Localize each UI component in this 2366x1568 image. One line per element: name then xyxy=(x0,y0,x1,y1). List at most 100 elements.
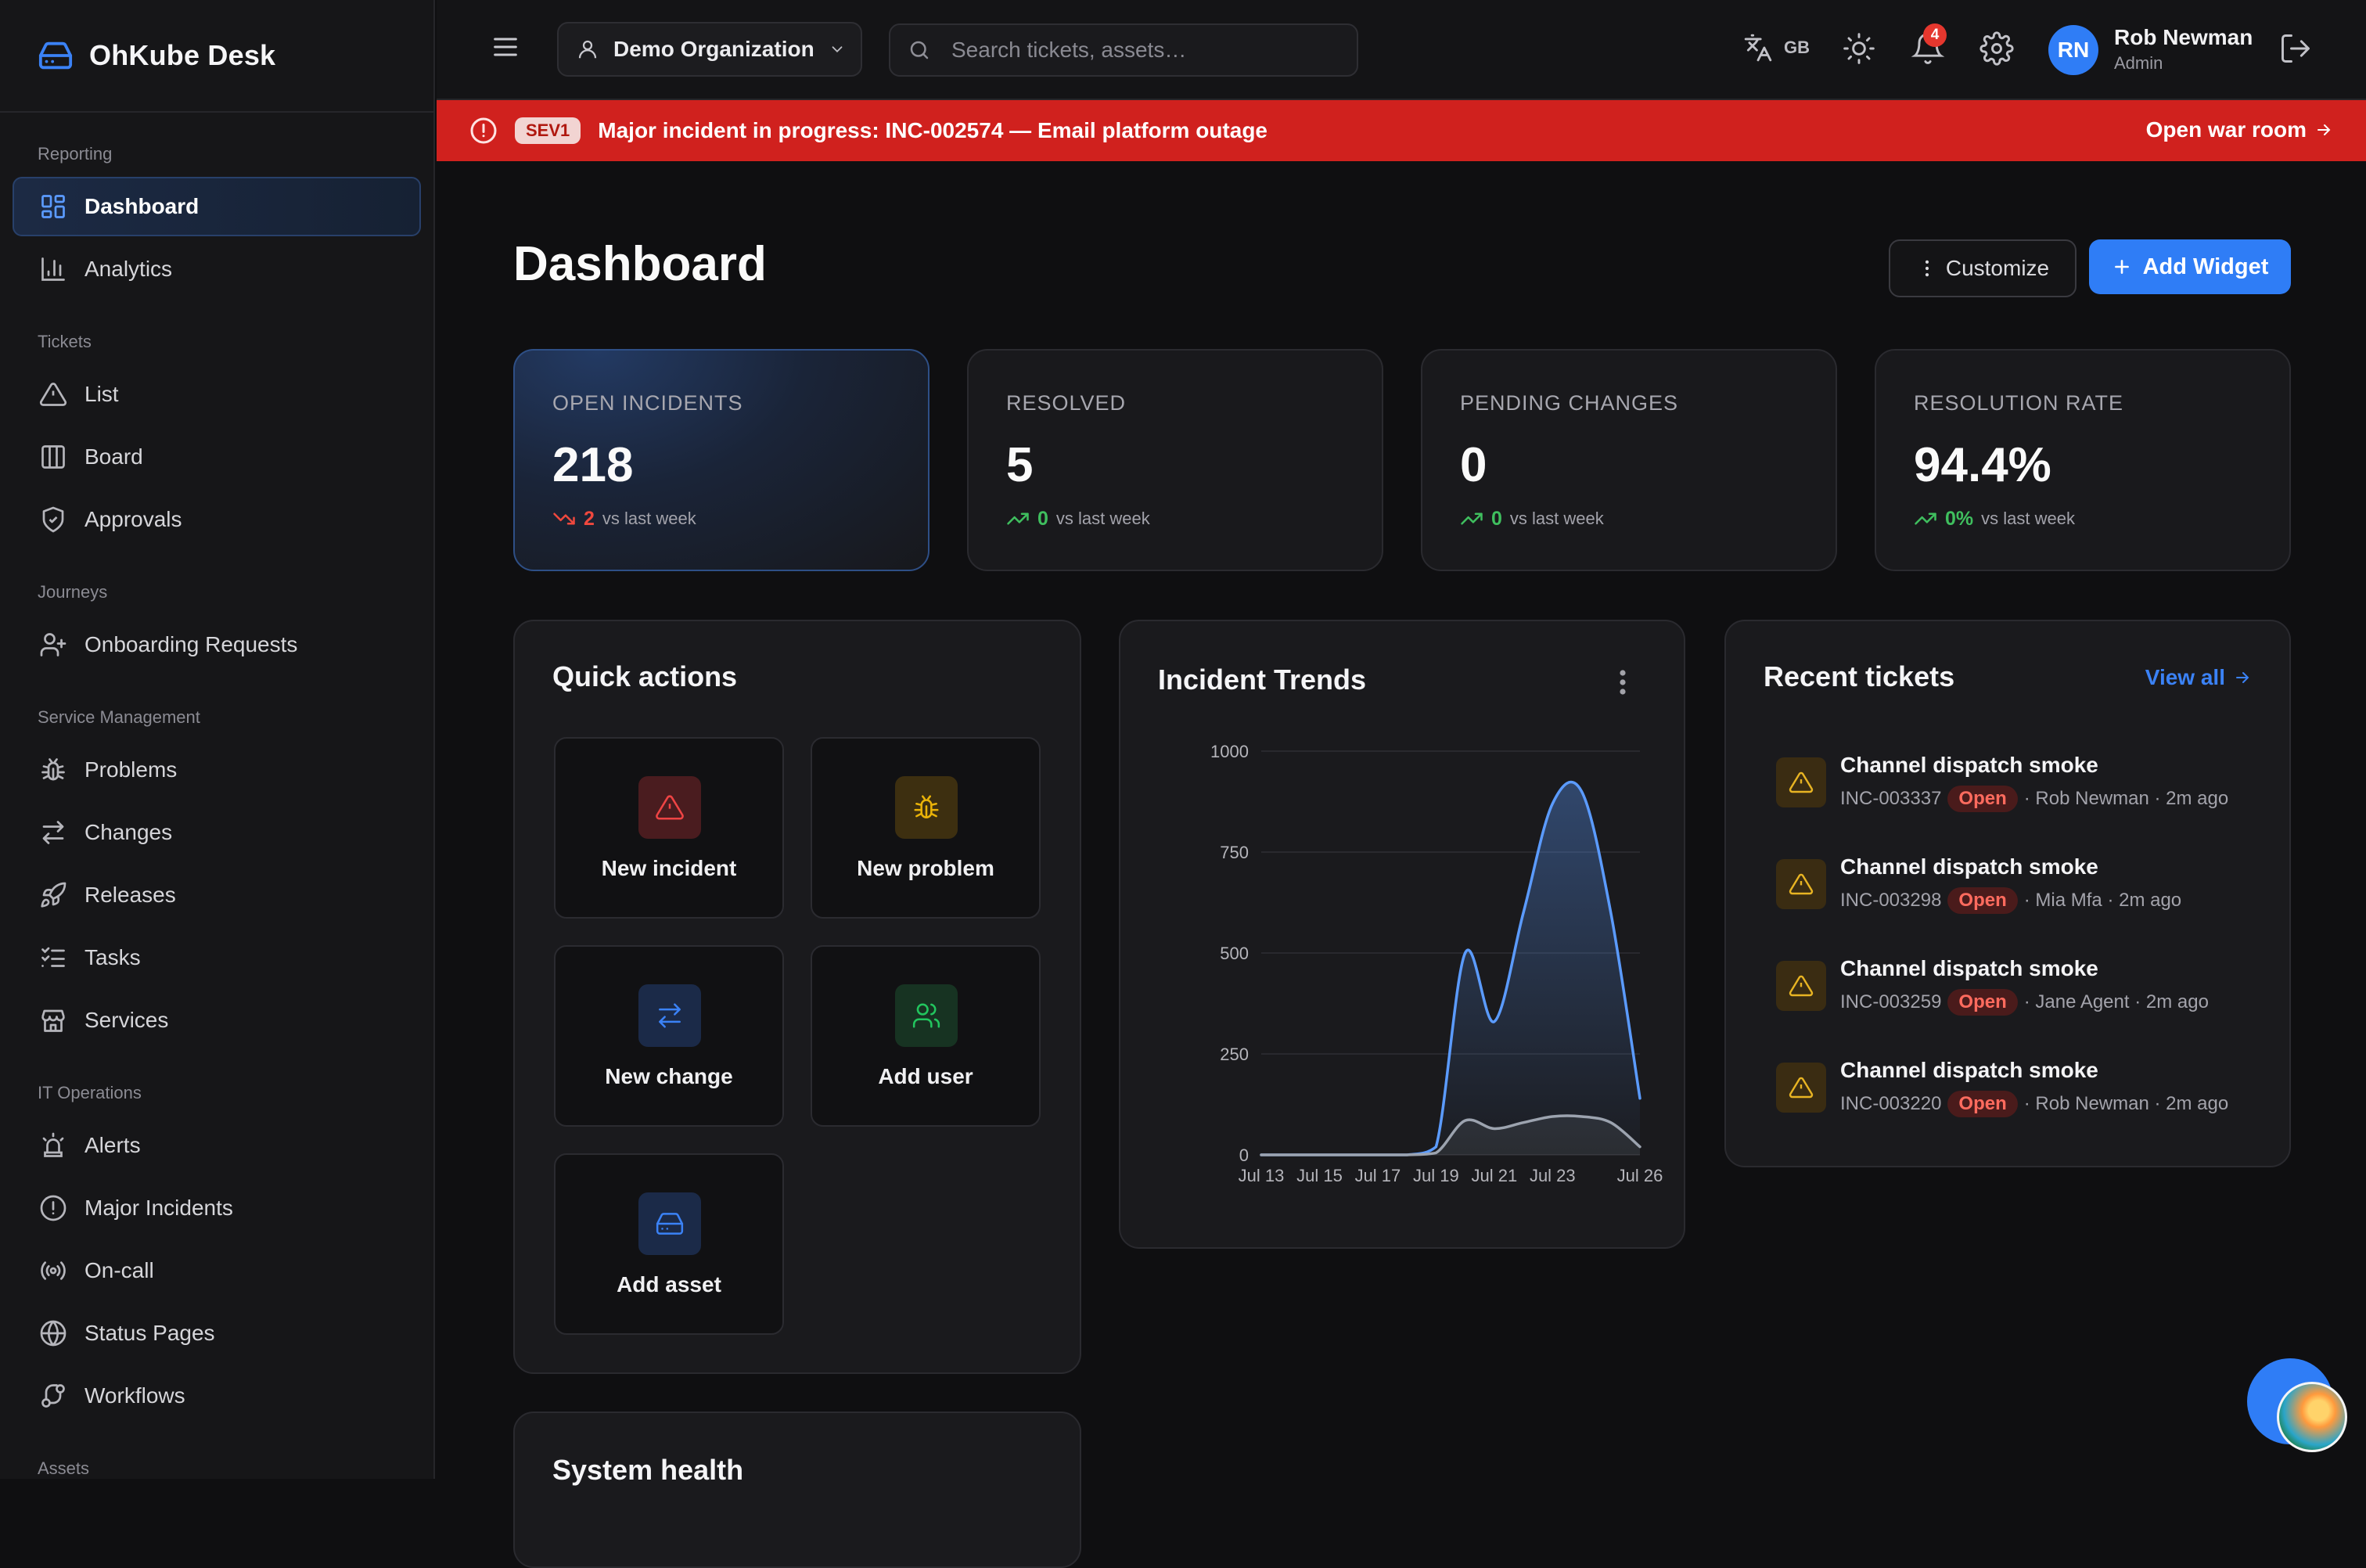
alert-circle-icon xyxy=(40,1195,67,1221)
kebab-icon[interactable] xyxy=(1618,668,1627,696)
view-all-label: View all xyxy=(2145,665,2225,689)
search-icon xyxy=(910,41,929,59)
ticket-title: Channel dispatch smoke xyxy=(1840,1058,2098,1082)
user-plus-icon xyxy=(40,633,67,656)
gear-icon[interactable] xyxy=(1979,31,2014,66)
severity-badge: SEV1 xyxy=(515,117,581,144)
new-incident-button[interactable]: New incident xyxy=(554,737,784,919)
nav-section-reporting: Reporting xyxy=(38,144,113,164)
add-widget-button[interactable]: Add Widget xyxy=(2089,239,2291,294)
ticket-id: INC-003220 xyxy=(1840,1093,1942,1114)
page-title: Dashboard xyxy=(513,237,767,291)
stat-card-open-incidents[interactable]: OPEN INCIDENTS 218 2 vs last week xyxy=(513,349,930,571)
brand[interactable]: OhKube Desk xyxy=(0,0,433,113)
sidebar-item-label: On-call xyxy=(84,1258,154,1282)
language-selector[interactable]: GB xyxy=(1743,33,1810,63)
sidebar-item-label: Analytics xyxy=(84,257,173,281)
stat-delta-suffix: vs last week xyxy=(602,509,696,528)
radio-icon xyxy=(41,1261,66,1280)
assistant-avatar[interactable] xyxy=(2277,1382,2347,1452)
system-health-title: System health xyxy=(552,1454,744,1486)
sidebar-item-status-pages[interactable]: Status Pages xyxy=(13,1304,421,1363)
stat-label: RESOLUTION RATE xyxy=(1914,391,2124,415)
sidebar-item-tasks[interactable]: Tasks xyxy=(13,928,421,987)
sidebar-item-dashboard[interactable]: Dashboard xyxy=(13,177,421,236)
ticket-id: INC-003298 xyxy=(1840,890,1942,911)
notification-count: 4 xyxy=(1923,23,1947,47)
sidebar-item-approvals[interactable]: Approvals xyxy=(13,490,421,549)
swap-icon xyxy=(659,1003,681,1028)
tile xyxy=(638,984,701,1047)
org-selector[interactable]: Demo Organization xyxy=(557,22,862,77)
sun-icon[interactable] xyxy=(1842,31,1876,66)
sidebar-item-label: Changes xyxy=(84,820,173,844)
sidebar-item-label: Workflows xyxy=(84,1383,185,1408)
sidebar-item-analytics[interactable]: Analytics xyxy=(13,239,421,299)
ticket-warning-icon xyxy=(1776,859,1826,909)
globe-icon xyxy=(40,1320,67,1347)
avatar[interactable]: RN xyxy=(2048,25,2098,75)
sidebar-item-label: Alerts xyxy=(84,1133,141,1157)
ticket-row[interactable]: Channel dispatch smoke INC-003259 Open ·… xyxy=(1776,956,2246,1047)
sidebar-item-list[interactable]: List xyxy=(13,365,421,424)
sidebar-item-releases[interactable]: Releases xyxy=(13,865,421,925)
stat-value: 0 xyxy=(1460,438,1487,492)
sidebar-item-changes[interactable]: Changes xyxy=(13,803,421,862)
sidebar-item-label: Dashboard xyxy=(84,194,200,218)
ticket-row[interactable]: Channel dispatch smoke INC-003220 Open ·… xyxy=(1776,1058,2246,1149)
sidebar-item-problems[interactable]: Problems xyxy=(13,740,421,800)
new-problem-button[interactable]: New problem xyxy=(811,737,1041,919)
add-asset-button[interactable]: Add asset xyxy=(554,1153,784,1335)
open-war-room-link[interactable]: Open war room xyxy=(2146,117,2333,142)
nav-section-assets: Assets xyxy=(38,1458,90,1478)
nav-section-service-management: Service Management xyxy=(38,707,200,727)
search-box[interactable] xyxy=(889,23,1358,77)
logout-icon[interactable] xyxy=(2278,31,2313,66)
warning-icon xyxy=(656,795,684,820)
sidebar-item-label: Major Incidents xyxy=(84,1196,233,1220)
customize-button[interactable]: Customize xyxy=(1889,239,2077,297)
warning-icon xyxy=(1789,771,1814,793)
banner-message: Major incident in progress: INC-002574 —… xyxy=(598,118,1268,142)
stat-label: OPEN INCIDENTS xyxy=(552,391,743,415)
rocket-icon xyxy=(41,882,67,908)
sidebar-item-label: Releases xyxy=(84,883,176,907)
menu-icon[interactable] xyxy=(490,31,521,63)
sidebar-item-label: Status Pages xyxy=(84,1321,215,1345)
sidebar-item-services[interactable]: Services xyxy=(13,991,421,1050)
view-all-link[interactable]: View all xyxy=(2145,665,2252,690)
new-change-button[interactable]: New change xyxy=(554,945,784,1127)
nav-section-tickets: Tickets xyxy=(38,332,92,351)
siren-icon xyxy=(42,1132,64,1157)
sidebar-item-board[interactable]: Board xyxy=(13,427,421,487)
add-user-button[interactable]: Add user xyxy=(811,945,1041,1127)
kebab-icon xyxy=(1925,260,1929,277)
tile xyxy=(638,776,701,839)
user-role: Admin xyxy=(2114,53,2163,73)
nav-section-journeys: Journeys xyxy=(38,582,108,602)
search-input[interactable] xyxy=(950,37,1341,63)
sidebar-item-alerts[interactable]: Alerts xyxy=(13,1116,421,1175)
quick-action-label: Add user xyxy=(878,1064,973,1088)
quick-action-label: New change xyxy=(605,1064,733,1088)
sidebar-item-major-incidents[interactable]: Major Incidents xyxy=(13,1178,421,1238)
x-tick-label: Jul 17 xyxy=(1355,1166,1401,1185)
sidebar-item-on-call[interactable]: On-call xyxy=(13,1241,421,1300)
stat-card-pending-changes[interactable]: PENDING CHANGES 0 0 vs last week xyxy=(1421,349,1837,571)
warning-icon xyxy=(39,383,67,406)
plus-icon xyxy=(2114,260,2129,274)
ticket-assignee: · Rob Newman · 2m ago xyxy=(2023,1093,2229,1114)
alert-circle-icon xyxy=(470,117,497,144)
sidebar-item-onboarding-requests[interactable]: Onboarding Requests xyxy=(13,615,421,674)
sidebar-item-workflows[interactable]: Workflows xyxy=(13,1366,421,1426)
warning-icon xyxy=(1789,975,1814,997)
ticket-row[interactable]: Channel dispatch smoke INC-003337 Open ·… xyxy=(1776,753,2246,843)
quick-action-label: Add asset xyxy=(617,1272,721,1296)
ticket-assignee: · Mia Mfa · 2m ago xyxy=(2023,890,2182,911)
stat-card-resolution-rate[interactable]: RESOLUTION RATE 94.4% 0% vs last week xyxy=(1875,349,2291,571)
stat-card-resolved[interactable]: RESOLVED 5 0 vs last week xyxy=(967,349,1383,571)
brand-name: OhKube Desk xyxy=(89,39,276,71)
ticket-row[interactable]: Channel dispatch smoke INC-003298 Open ·… xyxy=(1776,854,2246,945)
stat-delta-suffix: vs last week xyxy=(1981,509,2075,528)
ticket-title: Channel dispatch smoke xyxy=(1840,753,2098,777)
